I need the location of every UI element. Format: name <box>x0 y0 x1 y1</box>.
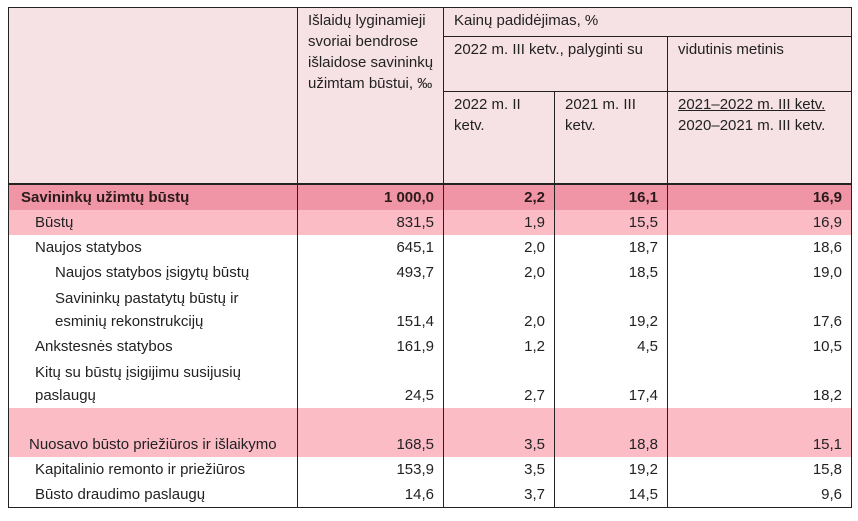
row-weight: 151,4 <box>297 284 444 334</box>
header-compared-with: 2022 m. III ketv., palyginti su <box>443 36 668 92</box>
row-avg: 17,6 <box>667 284 853 334</box>
row-q2-2022: 3,7 <box>443 481 555 508</box>
table-body: Savininkų užimtų būstų 1 000,0 2,2 16,1 … <box>8 182 853 508</box>
row-label: Būstų <box>8 209 298 235</box>
row-q2-2022: 1,2 <box>443 333 555 359</box>
row-q3-2021: 16,1 <box>554 182 668 210</box>
row-q3-2021: 17,4 <box>554 358 668 408</box>
row-avg: 18,6 <box>667 234 853 260</box>
row-avg: 18,2 <box>667 358 853 408</box>
row-q2-2022: 2,0 <box>443 284 555 334</box>
header-avg-period-bottom: 2020–2021 m. III ketv. <box>678 117 826 134</box>
header-blank-cell <box>8 7 298 184</box>
row-q2-2022: 1,9 <box>443 209 555 235</box>
row-label: Naujos statybos <box>8 234 298 260</box>
header-avg-period: 2021–2022 m. III ketv. 2020–2021 m. III k… <box>666 91 853 184</box>
table-row: Būsto draudimo paslaugų 14,6 3,7 14,5 9,… <box>8 481 853 508</box>
header-q2-2022: 2022 m. II ketv. <box>443 91 555 184</box>
row-q2-2022: 2,7 <box>443 358 555 408</box>
row-weight: 168,5 <box>297 407 444 457</box>
row-q2-2022: 3,5 <box>443 456 555 482</box>
row-avg: 19,0 <box>667 259 853 285</box>
table-header: Išlaidų lyginamieji svoriai bendrose išl… <box>8 7 853 184</box>
row-q2-2022: 3,5 <box>443 407 555 457</box>
table-row: Savininkų užimtų būstų 1 000,0 2,2 16,1 … <box>8 182 853 210</box>
header-price-increase: Kainų padidėjimas, % <box>442 7 853 37</box>
row-label: Kitų su būstų įsigijimu susijusių paslau… <box>8 358 298 408</box>
table-row: Naujos statybos įsigytų būstų 493,7 2,0 … <box>8 259 853 285</box>
row-q3-2021: 18,7 <box>554 234 668 260</box>
row-q3-2021: 14,5 <box>554 481 668 508</box>
table-row: Kitų su būstų įsigijimu susijusių paslau… <box>8 358 853 408</box>
row-q2-2022: 2,0 <box>443 259 555 285</box>
row-q3-2021: 18,8 <box>554 407 668 457</box>
row-weight: 161,9 <box>297 333 444 359</box>
row-weight: 24,5 <box>297 358 444 408</box>
table-row: Būstų 831,5 1,9 15,5 16,9 <box>8 209 853 235</box>
row-weight: 1 000,0 <box>297 182 444 210</box>
table-row: Nuosavo būsto priežiūros ir išlaikymo 16… <box>8 407 853 457</box>
row-label: Savininkų pastatytų būstų ir esminių rek… <box>8 284 298 334</box>
row-q3-2021: 15,5 <box>554 209 668 235</box>
header-weights: Išlaidų lyginamieji svoriai bendrose išl… <box>297 7 444 184</box>
row-label: Nuosavo būsto priežiūros ir išlaikymo <box>8 407 298 457</box>
row-label: Savininkų užimtų būstų <box>8 182 298 210</box>
row-weight: 645,1 <box>297 234 444 260</box>
row-label: Kapitalinio remonto ir priežiūros <box>8 456 298 482</box>
header-q3-2021: 2021 m. III ketv. <box>554 91 668 184</box>
header-annual-average: vidutinis metinis <box>666 36 853 92</box>
row-label: Būsto draudimo paslaugų <box>8 481 298 508</box>
row-avg: 9,6 <box>667 481 853 508</box>
row-avg: 15,1 <box>667 407 853 457</box>
row-q3-2021: 19,2 <box>554 284 668 334</box>
row-avg: 16,9 <box>667 209 853 235</box>
row-avg: 10,5 <box>667 333 853 359</box>
row-q2-2022: 2,0 <box>443 234 555 260</box>
row-weight: 493,7 <box>297 259 444 285</box>
row-q3-2021: 18,5 <box>554 259 668 285</box>
row-weight: 153,9 <box>297 456 444 482</box>
row-avg: 16,9 <box>667 182 853 210</box>
row-q2-2022: 2,2 <box>443 182 555 210</box>
row-label: Ankstesnės statybos <box>8 333 298 359</box>
header-avg-period-top: 2021–2022 m. III ketv. <box>678 96 826 113</box>
price-index-table: Išlaidų lyginamieji svoriai bendrose išl… <box>8 7 853 508</box>
row-label: Naujos statybos įsigytų būstų <box>8 259 298 285</box>
row-q3-2021: 4,5 <box>554 333 668 359</box>
row-avg: 15,8 <box>667 456 853 482</box>
table-row: Savininkų pastatytų būstų ir esminių rek… <box>8 284 853 334</box>
row-weight: 14,6 <box>297 481 444 508</box>
table-row: Ankstesnės statybos 161,9 1,2 4,5 10,5 <box>8 333 853 359</box>
row-q3-2021: 19,2 <box>554 456 668 482</box>
row-weight: 831,5 <box>297 209 444 235</box>
table-row: Kapitalinio remonto ir priežiūros 153,9 … <box>8 456 853 482</box>
table-row: Naujos statybos 645,1 2,0 18,7 18,6 <box>8 234 853 260</box>
